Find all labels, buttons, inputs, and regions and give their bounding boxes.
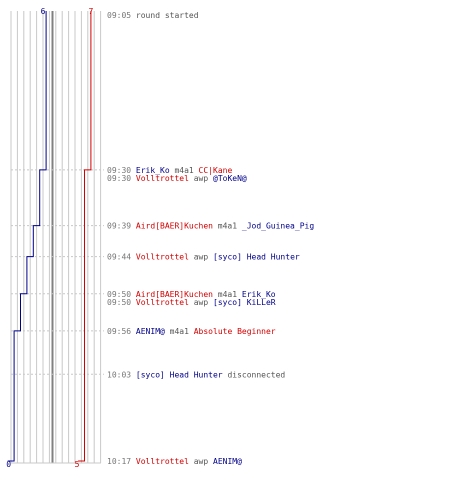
event-entry: 09:30 Volltrottel awp @ToKeN@ [107,174,247,183]
red-team-score-line [78,11,92,462]
event-segment: Volltrottel [136,253,189,262]
event-segment: @ToKeN@ [213,174,247,183]
event-entry: 10:17 Volltrottel awp AENIM@ [107,457,242,466]
event-segment: Volltrottel [136,298,189,307]
event-entry: 09:50 Aird[BAER]Kuchen m4a1 Erik_Ko [107,290,276,299]
event-segment: awp [189,298,213,307]
event-entry: 09:44 Volltrottel awp [syco] Head Hunter [107,253,300,262]
event-log: 09:05 round started 09:30 Erik_Ko m4a1 CC… [107,11,314,466]
event-time: 09:30 [107,174,131,183]
event-time: 09:50 [107,290,131,299]
event-time: 09:44 [107,253,131,262]
blue-end-score: 0 [6,460,11,469]
event-entry: 09:56 AENIM@ m4a1 Absolute Beginner [107,327,276,336]
event-segment: Volltrottel [136,174,189,183]
event-guides [11,169,104,375]
red-end-score: 5 [75,460,80,469]
blue-start-score: 6 [41,7,46,16]
event-segment: Aird[BAER]Kuchen [136,290,213,299]
event-segment: Absolute Beginner [194,327,276,336]
event-entry: 09:39 Aird[BAER]Kuchen m4a1 _Jod_Guinea_… [107,222,314,231]
event-segment: m4a1 [170,166,199,175]
event-segment: Erik_Ko [136,166,170,175]
event-segment: m4a1 [165,327,194,336]
blue-team-score-line [7,11,47,462]
event-segment: _Jod_Guinea_Pig [242,222,314,231]
red-start-score: 7 [88,7,93,16]
score-lines [7,11,92,462]
event-segment: Aird[BAER]Kuchen [136,222,213,231]
event-segment: m4a1 [213,290,242,299]
event-segment: Erik_Ko [242,290,276,299]
event-segment: round started [136,11,199,20]
event-segment: CC|Kane [199,166,233,175]
score-labels: 6 7 0 5 [6,7,93,469]
event-time: 09:56 [107,327,131,336]
event-segment: AENIM@ [136,327,165,336]
event-time: 09:39 [107,222,131,231]
event-segment: awp [189,174,213,183]
event-time: 10:17 [107,457,131,466]
event-entry: 10:03 [syco] Head Hunter disconnected [107,370,285,379]
event-entry: 09:30 Erik_Ko m4a1 CC|Kane [107,166,232,175]
event-segment: [syco] Head Hunter [136,370,223,379]
event-segment: m4a1 [213,222,242,231]
event-segment: disconnected [223,370,286,379]
event-segment: AENIM@ [213,457,242,466]
event-segment: awp [189,457,213,466]
event-time: 10:03 [107,370,131,379]
event-segment: [syco] KiLLeR [213,298,276,307]
score-grid [10,11,102,464]
event-time: 09:50 [107,298,131,307]
event-time: 09:05 [107,11,131,20]
event-entry: 09:05 round started [107,11,199,20]
event-segment: Volltrottel [136,457,189,466]
event-time: 09:30 [107,166,131,175]
event-segment: awp [189,253,213,262]
event-entry: 09:50 Volltrottel awp [syco] KiLLeR [107,298,276,307]
event-segment: [syco] Head Hunter [213,253,300,262]
